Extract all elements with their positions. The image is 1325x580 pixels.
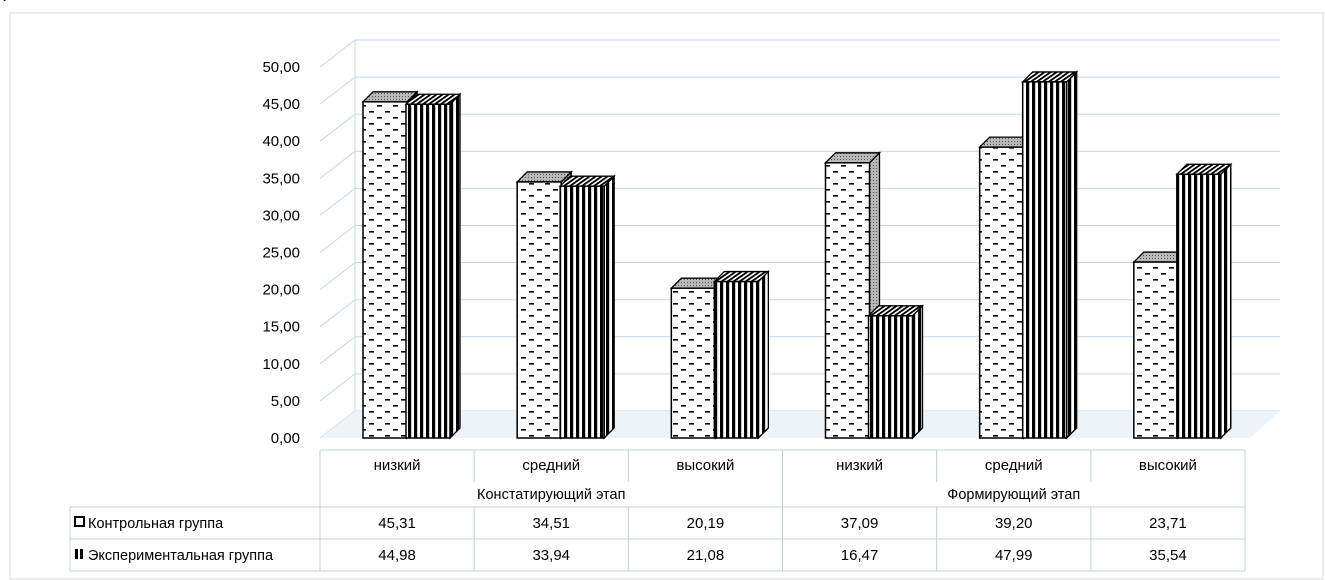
page-top-mark: г <box>2 0 16 1</box>
bar-side <box>911 304 924 440</box>
gridline-side <box>319 76 356 105</box>
bar-front <box>713 280 760 439</box>
y-tick-label: 10,00 <box>262 356 300 373</box>
bar-top <box>1021 71 1079 83</box>
data-value-label: 34,51 <box>532 515 570 532</box>
bar-front <box>1176 173 1222 439</box>
y-tick-label: 40,00 <box>262 133 300 150</box>
y-axis-ticks: 0,00 5,00 10,00 15,00 20,00 25,00 30,00 35,00 40… <box>262 59 300 447</box>
x-category-label: средний <box>985 457 1043 474</box>
y-tick-label: 30,00 <box>262 207 300 224</box>
chart-frame <box>9 12 1324 580</box>
bar-top <box>1175 163 1233 175</box>
data-table: низкий средний высокий низкий средний высокий… <box>69 449 1246 572</box>
data-value-label: 33,94 <box>532 547 570 564</box>
data-value-label: 37,09 <box>841 515 879 532</box>
bar-eksperiment <box>712 270 770 440</box>
data-value-label: 20,19 <box>687 515 725 532</box>
bar-eksperiment <box>404 92 462 440</box>
bar-front <box>670 287 717 439</box>
legend-key-kontrol <box>74 516 85 527</box>
bar-eksperiment <box>558 174 616 440</box>
y-tick-label: 15,00 <box>262 319 300 336</box>
data-value-label: 16,47 <box>841 547 879 564</box>
bar-top <box>404 93 462 105</box>
bar-eksperiment <box>1175 162 1233 440</box>
bar-front <box>824 162 871 439</box>
y-tick-label: 0,00 <box>271 430 300 447</box>
gridline-side <box>319 39 356 68</box>
data-value-label: 47,99 <box>995 547 1033 564</box>
legend-key-eksperiment <box>75 549 78 559</box>
bar-eksperiment <box>1021 70 1079 440</box>
data-value-label: 39,20 <box>995 515 1033 532</box>
gridline-side <box>319 262 356 290</box>
x-category-label: высокий <box>676 457 734 474</box>
bar-top <box>712 270 770 283</box>
x-category-label: низкий <box>374 457 421 474</box>
bar-eksperiment <box>866 304 925 440</box>
bar-top <box>361 91 419 103</box>
bar-front <box>405 103 451 439</box>
gridline-side <box>319 188 356 216</box>
bar-top <box>558 175 616 187</box>
bar-front <box>1133 261 1179 439</box>
y-tick-label: 35,00 <box>262 170 300 187</box>
bar-top <box>866 305 925 317</box>
y-tick-label: 5,00 <box>271 393 300 410</box>
bar-front <box>516 181 562 439</box>
data-value-label: 35,54 <box>1149 547 1187 564</box>
gridline-side <box>319 150 356 179</box>
bar-side <box>603 174 615 440</box>
y-tick-label: 45,00 <box>262 96 300 113</box>
bars <box>361 70 1233 440</box>
gridline-side <box>319 113 356 142</box>
gridline-side <box>319 373 356 402</box>
data-value-label: 23,71 <box>1149 515 1187 532</box>
x-group-label: Формирующий этап <box>947 487 1080 503</box>
x-category-label: низкий <box>836 457 883 474</box>
bar-front <box>978 146 1025 439</box>
data-value-label: 21,08 <box>687 547 725 564</box>
data-value-label: 45,31 <box>378 515 416 532</box>
legend-key-eksperiment <box>80 549 83 559</box>
bar-side <box>1220 162 1232 440</box>
x-category-label: средний <box>522 457 580 474</box>
bar-top <box>515 171 573 183</box>
data-value-label: 44,98 <box>378 547 416 564</box>
bar-side <box>449 92 461 440</box>
bar-front <box>559 185 605 439</box>
gridline-side <box>319 225 356 253</box>
y-tick-label: 50,00 <box>262 59 300 76</box>
y-tick-label: 20,00 <box>262 282 300 299</box>
bar-front <box>362 101 408 439</box>
x-category-label: высокий <box>1139 457 1197 474</box>
bar-side <box>1066 70 1078 440</box>
x-group-label: Констатирующий этап <box>477 487 625 503</box>
gridline-side <box>319 336 356 365</box>
bar-front <box>1021 81 1068 439</box>
bar-top <box>823 152 882 164</box>
legend-series-name: Экспериментальная группа <box>88 548 274 564</box>
gridline-side <box>319 299 356 328</box>
bar-front <box>867 315 914 439</box>
y-tick-label: 25,00 <box>262 245 300 262</box>
legend-series-name: Контрольная группа <box>88 516 224 532</box>
bar-side <box>757 270 769 440</box>
